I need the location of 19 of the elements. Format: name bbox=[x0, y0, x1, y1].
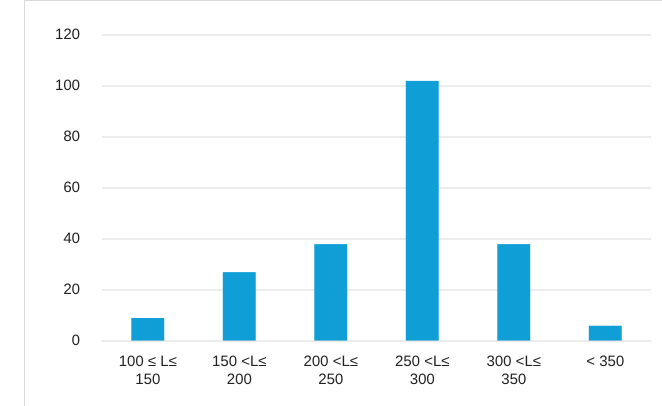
x-tick-label: 250 <L≤ 300 bbox=[394, 353, 450, 388]
y-tick-label: 20 bbox=[63, 281, 80, 298]
bar bbox=[131, 318, 164, 340]
bar bbox=[406, 80, 439, 340]
bar bbox=[588, 326, 622, 340]
bar bbox=[222, 272, 256, 340]
bar bbox=[497, 244, 530, 340]
bar bbox=[314, 244, 348, 340]
x-tick-label: < 350 bbox=[586, 353, 624, 370]
x-tick-label: 100 ≤ L≤ 150 bbox=[118, 353, 177, 388]
y-tick-label: 100 bbox=[54, 77, 80, 94]
y-tick-label: 0 bbox=[72, 332, 80, 350]
x-tick-label: 200 <L≤ 250 bbox=[304, 353, 358, 388]
y-tick-label: 80 bbox=[63, 128, 80, 146]
x-tick-label: 150 <L≤ 200 bbox=[212, 353, 267, 388]
x-tick-label: 300 <L≤ 350 bbox=[486, 353, 542, 388]
y-tick-label: 120 bbox=[54, 26, 80, 44]
y-tick-label: 60 bbox=[63, 179, 80, 196]
y-tick-label: 40 bbox=[63, 230, 80, 248]
